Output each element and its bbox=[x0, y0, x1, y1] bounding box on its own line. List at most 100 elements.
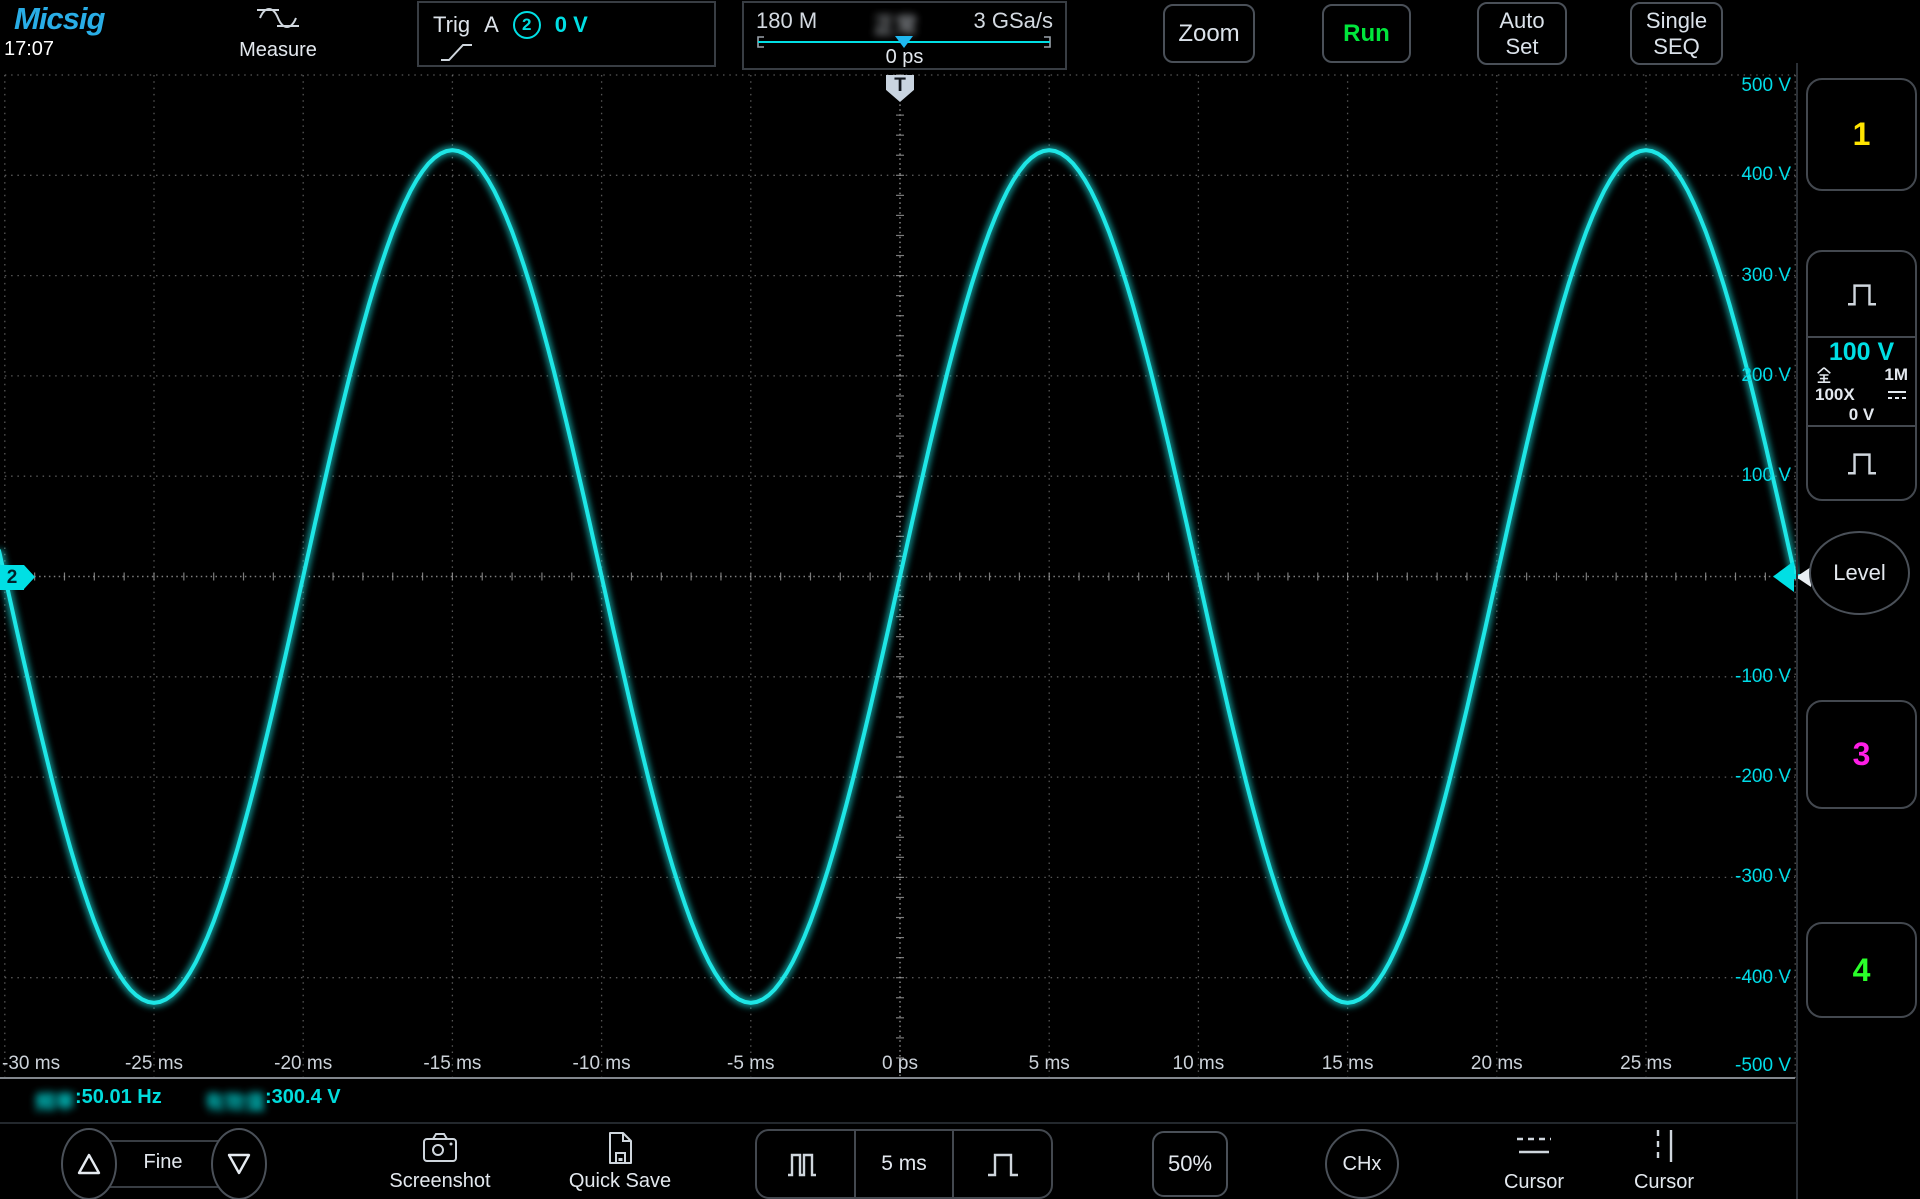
vertical-scale-panel: 100 V 1M 100X 0 V bbox=[1806, 250, 1917, 501]
rising-edge-icon bbox=[441, 44, 472, 61]
frequency-value: :50.01 Hz bbox=[75, 1086, 162, 1108]
ch2-waveform bbox=[0, 148, 1798, 1005]
y-tick-label: -500 V bbox=[1735, 1055, 1791, 1076]
single-pulse-icon bbox=[987, 1153, 1018, 1177]
trigger-status-box[interactable]: Trig A 2 0 V bbox=[417, 1, 716, 67]
x-tick-label: 20 ms bbox=[1470, 1053, 1523, 1074]
full-bandwidth-icon bbox=[1817, 367, 1831, 384]
timebase-status-box[interactable]: 180 M 正常 3 GSa/s 0 ps bbox=[742, 1, 1067, 70]
x-tick-label: -15 ms bbox=[423, 1053, 482, 1074]
decrement-button[interactable] bbox=[211, 1128, 267, 1199]
timebase-compress-button[interactable] bbox=[952, 1131, 1051, 1197]
measurement-rms: 有效值:300.4 V bbox=[205, 1086, 341, 1115]
increment-button[interactable] bbox=[61, 1128, 117, 1199]
volts-per-div: 100 V bbox=[1828, 338, 1895, 366]
cursor1-label: Cursor bbox=[1503, 1171, 1564, 1193]
pulse-down-icon bbox=[1847, 453, 1876, 475]
pulse-up-icon bbox=[1847, 284, 1876, 306]
sample-rate: 3 GSa/s bbox=[973, 8, 1053, 33]
y-tick-label: 200 V bbox=[1741, 364, 1791, 386]
ch2-waveform-glow bbox=[0, 145, 1800, 1008]
rms-prefix-censored: 有效值 bbox=[205, 1092, 265, 1114]
trigger-level-button[interactable]: Level bbox=[1809, 531, 1910, 615]
y-tick-label: -200 V bbox=[1735, 766, 1791, 788]
single-line2: SEQ bbox=[1653, 33, 1700, 59]
zoom-button[interactable]: Zoom bbox=[1163, 4, 1255, 63]
y-tick-label: -300 V bbox=[1735, 866, 1791, 888]
ch2-reference-marker[interactable]: 2 bbox=[0, 565, 35, 590]
measurement-frequency: 频率:50.01 Hz bbox=[35, 1086, 162, 1115]
timebase-value: 5 ms bbox=[881, 1152, 927, 1175]
x-tick-label: 10 ms bbox=[1172, 1053, 1225, 1074]
x-tick-label: -30 ms bbox=[2, 1053, 61, 1074]
single-line1: Single bbox=[1645, 7, 1708, 33]
impedance-value: 1M bbox=[1884, 365, 1908, 384]
y-tick-label: 500 V bbox=[1741, 75, 1791, 96]
rms-value: :300.4 V bbox=[265, 1086, 341, 1108]
timebase-control: 5 ms bbox=[755, 1129, 1053, 1199]
scale-up-button[interactable] bbox=[1808, 252, 1915, 336]
timebase-value-button[interactable]: 5 ms bbox=[853, 1131, 953, 1197]
autoset-line1: Auto bbox=[1499, 7, 1545, 33]
x-tick-label: -5 ms bbox=[727, 1053, 775, 1074]
trigger-mode-censored: 正常 bbox=[873, 13, 918, 38]
autoset-button[interactable]: Auto Set bbox=[1477, 2, 1567, 65]
trig-source: A bbox=[484, 12, 499, 37]
trig-level-value: 0 V bbox=[554, 12, 588, 37]
channel-3-button[interactable]: 3 bbox=[1806, 700, 1917, 809]
quick-save-button[interactable]: Quick Save bbox=[560, 1131, 680, 1193]
measure-button[interactable]: Measure bbox=[226, 2, 330, 64]
measure-icon bbox=[257, 8, 299, 28]
y-tick-label: 300 V bbox=[1741, 264, 1791, 286]
y-tick-label: -100 V bbox=[1735, 665, 1791, 687]
probe-attenuation: 100X bbox=[1815, 385, 1855, 404]
scale-down-button[interactable] bbox=[1808, 425, 1915, 499]
channel-4-button[interactable]: 4 bbox=[1806, 922, 1917, 1018]
timebase-expand-button[interactable] bbox=[757, 1131, 854, 1197]
screenshot-label: Screenshot bbox=[389, 1170, 491, 1192]
triangle-down-icon bbox=[227, 1153, 251, 1175]
horizontal-cursor-icon bbox=[1517, 1137, 1551, 1154]
double-pulse-icon bbox=[788, 1153, 817, 1177]
fine-label: Fine bbox=[143, 1151, 183, 1173]
channel-select-button[interactable]: CHx bbox=[1325, 1129, 1399, 1199]
y-tick-label: -400 V bbox=[1735, 966, 1791, 988]
trig-channel-badge: 2 bbox=[512, 11, 541, 39]
plot-svg bbox=[0, 74, 1800, 1079]
single-seq-button[interactable]: Single SEQ bbox=[1630, 2, 1723, 65]
horizontal-position: 0 ps bbox=[885, 46, 924, 68]
x-tick-label: 0 ps bbox=[882, 1053, 918, 1074]
channel-1-button[interactable]: 1 bbox=[1806, 78, 1917, 191]
measure-label: Measure bbox=[239, 39, 317, 61]
trig-label: Trig bbox=[433, 12, 471, 37]
vertical-cursor-icon bbox=[1656, 1130, 1673, 1162]
x-tick-label: 5 ms bbox=[1028, 1053, 1070, 1074]
sidebar-divider bbox=[1796, 63, 1798, 1199]
x-tick-label: -10 ms bbox=[572, 1053, 631, 1074]
timebase-position-slider[interactable] bbox=[754, 36, 1054, 51]
memory-depth: 180 M bbox=[756, 8, 818, 33]
x-tick-label: 15 ms bbox=[1321, 1053, 1374, 1074]
camera-icon bbox=[423, 1133, 457, 1162]
run-stop-button[interactable]: Run bbox=[1322, 4, 1411, 63]
screenshot-button[interactable]: Screenshot bbox=[380, 1131, 500, 1193]
frequency-prefix-censored: 频率 bbox=[35, 1092, 75, 1114]
cursor2-label: Cursor bbox=[1633, 1171, 1694, 1193]
channel-info-panel[interactable]: 100 V 1M 100X 0 V bbox=[1808, 336, 1915, 425]
y-tick-label: 100 V bbox=[1741, 465, 1791, 487]
x-tick-label: 25 ms bbox=[1620, 1053, 1672, 1074]
toolbar-divider bbox=[0, 1122, 1797, 1124]
horizontal-cursor-button[interactable]: Cursor bbox=[1494, 1134, 1574, 1194]
trigger-fifty-percent-button[interactable]: 50% bbox=[1152, 1131, 1228, 1197]
brand-logo: Micsig bbox=[14, 1, 105, 36]
vertical-cursor-button[interactable]: Cursor bbox=[1624, 1128, 1704, 1194]
save-icon bbox=[609, 1132, 632, 1164]
y-tick-label: 400 V bbox=[1741, 164, 1791, 186]
x-tick-label: -25 ms bbox=[124, 1053, 184, 1074]
x-tick-label: -20 ms bbox=[274, 1053, 333, 1074]
channel-offset: 0 V bbox=[1848, 405, 1875, 424]
timebase-position-pointer bbox=[895, 36, 913, 48]
waveform-display[interactable]: 500 V 400 V 300 V 200 V 100 V -100 V -200 V -30… bbox=[0, 63, 1811, 1079]
autoset-line2: Set bbox=[1505, 33, 1539, 59]
